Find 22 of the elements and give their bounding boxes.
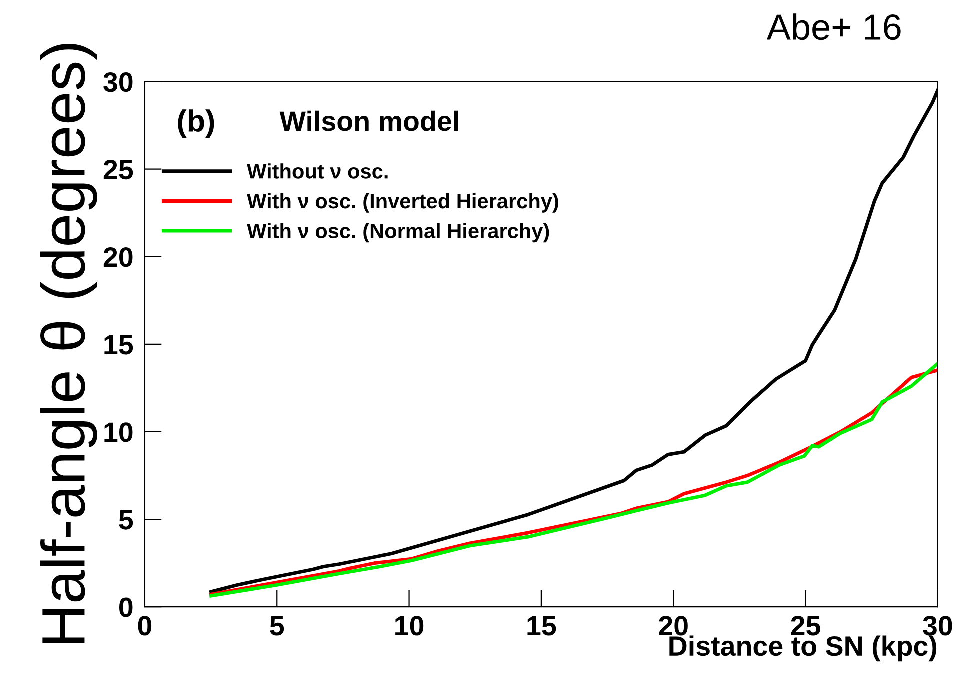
y-tick-label: 20	[104, 248, 133, 268]
x-tick-label: 15	[528, 616, 556, 636]
x-tick-label: 30	[923, 616, 952, 636]
y-tick-label: 15	[104, 335, 134, 355]
y-tick-label: 10	[104, 422, 133, 442]
x-axis-title: Distance to SN (kpc)	[670, 636, 937, 662]
legend-label: Without ν osc.	[247, 164, 388, 179]
y-tick-label: 25	[104, 160, 134, 180]
annotation: Wilson model	[280, 110, 458, 132]
legend-label: With ν osc. (Normal Hierarchy)	[247, 223, 550, 243]
x-tick-label: 0	[138, 616, 152, 636]
x-tick-label: 25	[791, 616, 820, 636]
y-tick-label: 0	[120, 598, 133, 618]
x-tick-label: 10	[396, 616, 424, 636]
x-tick-label: 20	[659, 616, 688, 636]
x-tick-label: 5	[270, 616, 284, 636]
y-tick-label: 5	[119, 510, 134, 530]
annotation: (b)	[178, 110, 214, 138]
y-axis-title: Half-angle θ (degrees)	[40, 44, 98, 644]
y-tick-label: 30	[104, 72, 133, 92]
legend-label: With ν osc. (Inverted Hierarchy)	[247, 193, 558, 213]
text: Abe+ 16	[766, 14, 901, 40]
